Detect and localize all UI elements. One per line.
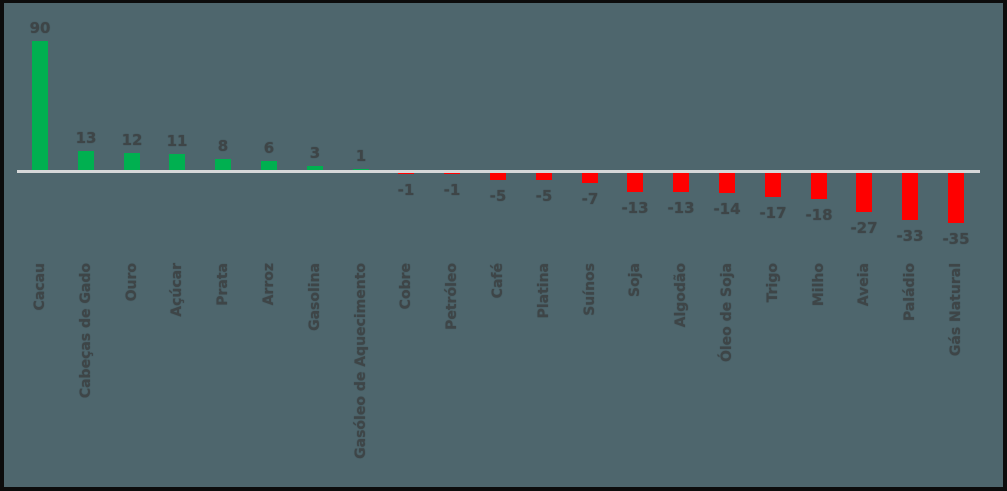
value-label: 6 [263, 139, 275, 157]
category-label: Ouro [124, 263, 140, 302]
bar-3 [124, 153, 140, 170]
bar-12 [536, 173, 552, 180]
category-label: Açúcar [169, 263, 185, 317]
value-label: 90 [29, 19, 51, 37]
category-label: Arroz [261, 263, 277, 306]
value-label: -14 [713, 200, 741, 218]
value-label: -13 [667, 199, 695, 217]
bar-9 [398, 173, 414, 174]
bar-17 [765, 173, 781, 197]
value-label: 3 [309, 144, 321, 162]
bar-19 [856, 173, 872, 212]
category-label: Trigo [765, 263, 781, 303]
category-label: Cabeças de Gado [78, 263, 94, 399]
bar-15 [673, 173, 689, 192]
x-axis-baseline [17, 170, 980, 173]
category-label: Algodão [673, 263, 689, 328]
category-label: Suínos [582, 263, 598, 316]
category-label: Óleo de Soja [719, 263, 735, 363]
category-label: Aveia [856, 263, 872, 307]
category-label: Café [490, 263, 506, 299]
category-label: Petróleo [444, 263, 460, 330]
value-label: -5 [489, 187, 507, 205]
value-label: 12 [121, 131, 143, 149]
bar-2 [78, 151, 94, 170]
bar-6 [261, 161, 277, 170]
bar-7 [307, 166, 323, 170]
bar-1 [32, 41, 48, 170]
value-label: -27 [850, 219, 878, 237]
value-label: 13 [75, 129, 97, 147]
value-label: 1 [355, 147, 367, 165]
bar-20 [902, 173, 918, 220]
bar-10 [444, 173, 460, 174]
value-label: -1 [443, 181, 461, 199]
bar-11 [490, 173, 506, 180]
category-label: Gasolina [307, 263, 323, 331]
value-label: -7 [581, 190, 599, 208]
value-label: -18 [805, 206, 833, 224]
category-label: Cacau [32, 263, 48, 311]
category-label: Gás Natural [948, 263, 964, 357]
bar-8 [353, 169, 369, 170]
category-label: Soja [627, 263, 643, 297]
category-label: Milho [811, 263, 827, 307]
bar-14 [627, 173, 643, 192]
value-label: -33 [896, 227, 924, 245]
value-label: 8 [217, 137, 229, 155]
category-label: Cobre [398, 263, 414, 310]
category-label: Gasóleo de Aquecimento [353, 263, 369, 459]
category-label: Prata [215, 263, 231, 306]
bar-5 [215, 159, 231, 170]
category-label: Paládio [902, 263, 918, 322]
value-label: -13 [621, 199, 649, 217]
bar-13 [582, 173, 598, 183]
category-label: Platina [536, 263, 552, 319]
bar-21 [948, 173, 964, 223]
value-label: -17 [759, 204, 787, 222]
bar-16 [719, 173, 735, 193]
value-label: -35 [942, 230, 970, 248]
value-label: -1 [397, 181, 415, 199]
value-label: 11 [166, 132, 188, 150]
bar-4 [169, 154, 185, 170]
bar-18 [811, 173, 827, 199]
value-label: -5 [535, 187, 553, 205]
